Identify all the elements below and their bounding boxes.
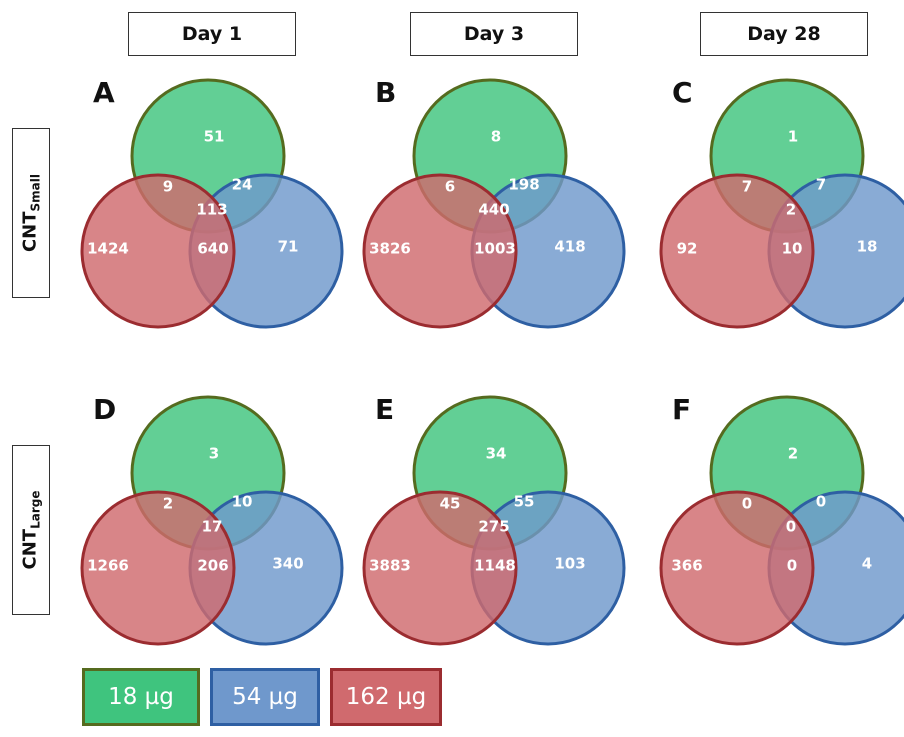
region-count-red-blue: 1148 [474, 557, 516, 575]
circle-162ug [659, 173, 815, 329]
region-count-green-blue: 198 [508, 176, 539, 194]
panel-letter: F [672, 393, 691, 426]
region-count-red-blue: 0 [787, 557, 797, 575]
panel-letter: D [93, 393, 116, 426]
region-count-all: 2 [786, 201, 796, 219]
column-header-day-1: Day 1 [128, 12, 296, 56]
region-count-green-red: 6 [445, 178, 455, 196]
legend-54ug: 54 µg [210, 668, 320, 726]
venn-panel-e: E 34 45 55 275 3883 1148 103 [362, 393, 626, 646]
region-count-blue-only: 340 [272, 555, 303, 573]
region-count-blue-only: 18 [857, 238, 878, 256]
region-count-green-red: 9 [163, 178, 173, 196]
region-count-green-blue: 0 [816, 493, 826, 511]
venn-panel-d: D 3 2 10 17 1266 206 340 [80, 393, 344, 646]
region-count-all: 0 [786, 518, 796, 536]
panel-letter: B [375, 76, 396, 109]
region-count-green-only: 3 [209, 445, 219, 463]
region-count-red-only: 92 [677, 240, 698, 258]
region-count-red-blue: 640 [197, 240, 228, 258]
region-count-green-blue: 55 [514, 493, 535, 511]
venn-panel-c: C 1 7 7 2 92 10 18 [659, 76, 904, 329]
region-count-green-blue: 24 [232, 176, 253, 194]
region-count-green-red: 2 [163, 495, 173, 513]
circle-162ug [80, 173, 236, 329]
panel-letter: C [672, 76, 693, 109]
region-count-red-only: 3883 [369, 557, 411, 575]
panel-letter: A [93, 76, 115, 109]
row-label-box-cnt-large: CNTLarge [12, 445, 50, 615]
circle-162ug [362, 490, 518, 646]
region-count-green-only: 1 [788, 128, 798, 146]
legend-18ug: 18 µg [82, 668, 200, 726]
region-count-green-red: 0 [742, 495, 752, 513]
region-count-blue-only: 71 [278, 238, 299, 256]
region-count-all: 440 [478, 201, 509, 219]
column-header-day-3: Day 3 [410, 12, 578, 56]
region-count-green-red: 7 [742, 178, 752, 196]
venn-panel-a: A 51 9 24 113 1424 640 71 [80, 76, 344, 329]
region-count-green-only: 51 [204, 128, 225, 146]
region-count-red-only: 1266 [87, 557, 129, 575]
region-count-red-only: 3826 [369, 240, 411, 258]
legend-162ug: 162 µg [330, 668, 442, 726]
circle-162ug [362, 173, 518, 329]
region-count-red-blue: 206 [197, 557, 228, 575]
column-header-day-28: Day 28 [700, 12, 868, 56]
region-count-blue-only: 103 [554, 555, 585, 573]
circle-162ug [80, 490, 236, 646]
region-count-green-blue: 10 [232, 493, 253, 511]
venn-panel-b: B 8 6 198 440 3826 1003 418 [362, 76, 626, 329]
row-label-box-cnt-small: CNTSmall [12, 128, 50, 298]
region-count-green-only: 34 [486, 445, 507, 463]
region-count-red-only: 366 [671, 557, 702, 575]
region-count-red-blue: 1003 [474, 240, 516, 258]
circle-162ug [659, 490, 815, 646]
region-count-green-red: 45 [440, 495, 461, 513]
panel-letter: E [375, 393, 394, 426]
region-count-blue-only: 4 [862, 555, 872, 573]
region-count-red-only: 1424 [87, 240, 129, 258]
region-count-green-blue: 7 [816, 176, 826, 194]
region-count-blue-only: 418 [554, 238, 585, 256]
region-count-green-only: 8 [491, 128, 501, 146]
region-count-all: 17 [202, 518, 223, 536]
region-count-all: 113 [196, 201, 227, 219]
venn-panel-f: F 2 0 0 0 366 0 4 [659, 393, 904, 646]
region-count-red-blue: 10 [782, 240, 803, 258]
region-count-all: 275 [478, 518, 509, 536]
region-count-green-only: 2 [788, 445, 798, 463]
